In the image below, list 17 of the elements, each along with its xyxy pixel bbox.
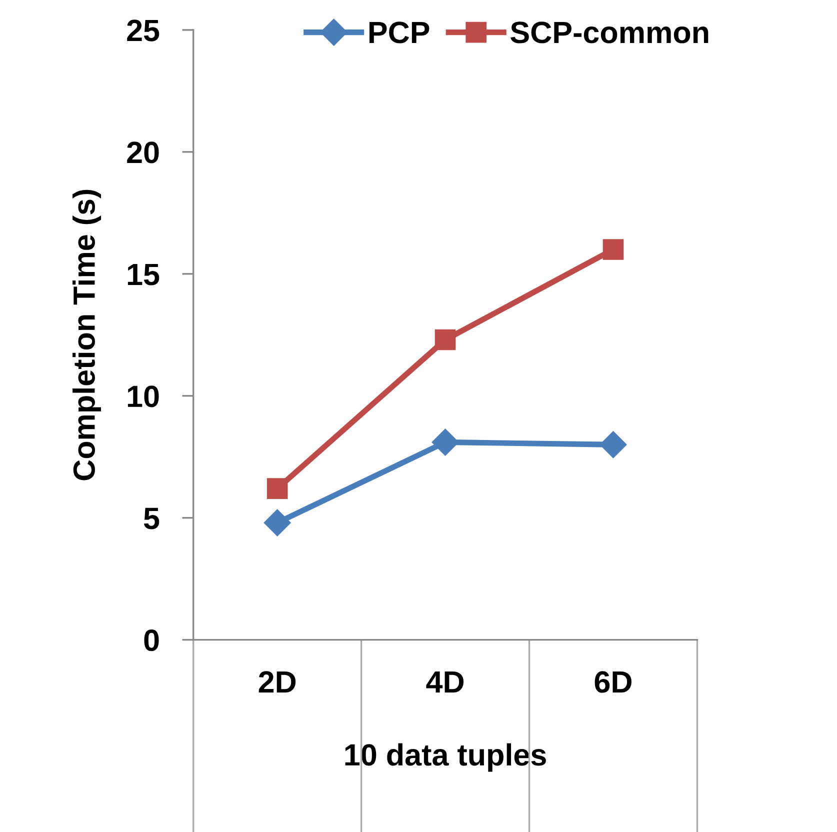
y-tick-label: 5: [144, 508, 160, 530]
x-tick-label: 2D: [258, 671, 296, 693]
point: [602, 239, 624, 260]
x-tick-label: 4D: [426, 671, 464, 693]
point: [266, 478, 288, 499]
point: [264, 509, 291, 536]
y-tick-label: 0: [144, 630, 159, 652]
legend-label: PCP: [369, 22, 430, 44]
y-tick-label: 20: [127, 142, 159, 164]
point: [434, 329, 456, 350]
x-tick-label: 6D: [594, 671, 632, 693]
legend-label: SCP-common: [510, 22, 708, 44]
y-tick-label: 25: [127, 20, 160, 42]
y-tick-label: 10: [128, 386, 159, 408]
x-axis-title: 10 data tuples: [345, 743, 546, 772]
y-axis-title: Completion Time (s): [72, 190, 102, 480]
y-tick-label: 15: [128, 264, 160, 286]
